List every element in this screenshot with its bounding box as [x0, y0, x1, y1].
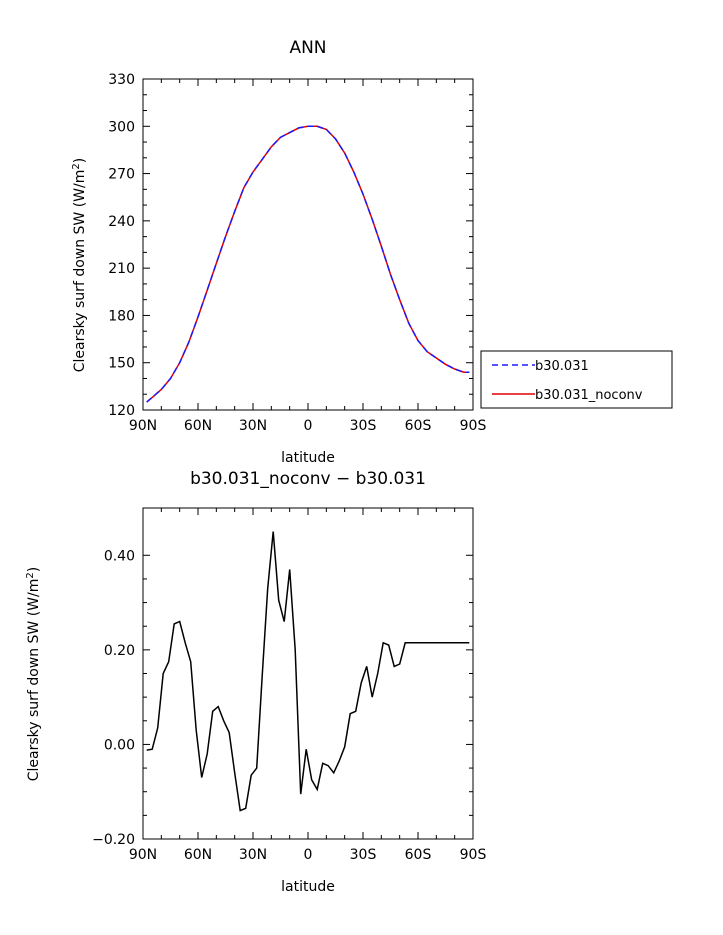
- x-tick-label: 60N: [184, 847, 212, 863]
- x-tick-label: 90N: [129, 418, 157, 434]
- x-tick-label: 30N: [239, 418, 267, 434]
- y-tick-label: 180: [108, 308, 135, 324]
- chart-title: ANN: [289, 38, 326, 58]
- y-tick-label: 300: [108, 119, 135, 135]
- series-line-1: [146, 531, 470, 812]
- x-tick-label: 60S: [405, 418, 432, 434]
- y-tick-label: −0.20: [92, 832, 135, 848]
- x-tick-label: 60S: [405, 847, 432, 863]
- x-axis-label: latitude: [281, 450, 335, 466]
- y-tick-label: 240: [108, 214, 135, 230]
- legend-label-2: b30.031_noconv: [535, 388, 643, 403]
- x-tick-label: 90N: [129, 847, 157, 863]
- y-axis-label: Clearsky surf down SW (W/m2): [25, 567, 42, 781]
- series-line-2: [146, 125, 470, 403]
- y-tick-label: 0.40: [104, 548, 135, 564]
- legend: b30.031 b30.031_noconv: [480, 350, 673, 409]
- y-tick-label: 0.20: [104, 643, 135, 659]
- y-axis-label: Clearsky surf down SW (W/m2): [71, 158, 88, 372]
- legend-label-1: b30.031: [535, 359, 589, 374]
- x-tick-label: 90S: [460, 847, 487, 863]
- chart-title: b30.031_noconv − b30.031: [190, 469, 426, 489]
- y-tick-label: 120: [108, 403, 135, 419]
- x-tick-label: 0: [304, 418, 313, 434]
- x-tick-label: 30S: [350, 847, 377, 863]
- plot-frame: [142, 507, 474, 840]
- plot-frame: [142, 78, 474, 411]
- x-tick-label: 0: [304, 847, 313, 863]
- x-tick-label: 90S: [460, 418, 487, 434]
- x-tick-label: 60N: [184, 418, 212, 434]
- y-tick-label: 210: [108, 261, 135, 277]
- y-tick-label: 150: [108, 356, 135, 372]
- x-tick-label: 30S: [350, 418, 377, 434]
- y-tick-label: 0.00: [104, 737, 135, 753]
- y-tick-label: 270: [108, 167, 135, 183]
- panel-bottom: b30.031_noconv − b30.031 90N 60N 30N 0 30S 60…: [25, 469, 486, 895]
- series-line-1: [146, 125, 470, 403]
- panel-top: ANN 90N 60N 30N 0 30S 60S 90S 120 150 180 210 240 2…: [71, 38, 673, 466]
- y-tick-label: 330: [108, 72, 135, 88]
- legend-box: [480, 350, 673, 409]
- x-tick-label: 30N: [239, 847, 267, 863]
- x-axis-label: latitude: [281, 879, 335, 895]
